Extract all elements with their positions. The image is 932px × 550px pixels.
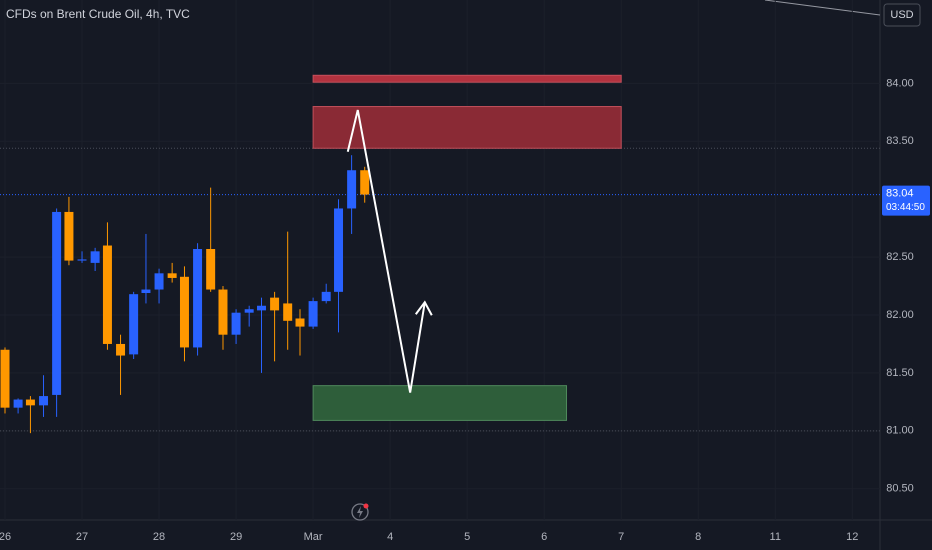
x-tick-label: 12 — [846, 531, 858, 543]
candle-body — [52, 211, 62, 395]
x-tick-label: 26 — [0, 531, 11, 543]
candle-body — [77, 259, 87, 261]
y-tick-label: 80.50 — [886, 483, 914, 495]
x-tick-label: 27 — [76, 531, 88, 543]
candle-body — [283, 303, 293, 321]
candle-body — [193, 248, 203, 348]
y-tick-label: 84.00 — [886, 77, 914, 89]
price-tag — [882, 185, 930, 216]
x-tick-label: 5 — [464, 531, 470, 543]
candle-body — [64, 211, 74, 261]
x-tick-label: 28 — [153, 531, 165, 543]
candle-body — [308, 301, 318, 327]
y-tick-label: 81.50 — [886, 367, 914, 379]
x-tick-label: 4 — [387, 531, 393, 543]
candle-body — [0, 349, 10, 408]
candle-body — [321, 291, 331, 302]
candle-body — [154, 273, 164, 290]
x-tick-label: 6 — [541, 531, 547, 543]
candle-body — [206, 248, 216, 290]
candle-body — [295, 318, 305, 327]
zone — [312, 74, 622, 83]
zone — [312, 106, 622, 149]
zone — [312, 385, 568, 421]
candle-body — [231, 312, 241, 335]
candle-body — [90, 251, 100, 263]
y-tick-label: 82.50 — [886, 251, 914, 263]
candle-body — [347, 170, 357, 209]
candle-body — [167, 273, 177, 278]
candle-body — [257, 305, 266, 311]
currency[interactable]: USD — [890, 9, 913, 21]
y-tick-label: 83.50 — [886, 135, 914, 147]
candle-body — [179, 276, 189, 348]
candle-body — [102, 245, 112, 344]
price-tag-label: 83.04 — [886, 187, 914, 199]
trend-line — [764, 0, 881, 16]
x-tick-label: 29 — [230, 531, 242, 543]
candle-body — [129, 294, 139, 355]
currency-box[interactable] — [883, 3, 921, 27]
candle-body — [141, 289, 151, 294]
candle-body — [116, 343, 126, 356]
x-tick-label: Mar — [304, 531, 323, 543]
arrow — [346, 109, 426, 393]
candle-body — [39, 396, 49, 406]
candle-body — [244, 309, 254, 313]
candle-body — [13, 399, 23, 408]
y-tick-label: 81.00 — [886, 425, 914, 437]
x-tick-label: 8 — [695, 531, 701, 543]
candle-body — [270, 297, 280, 311]
candle-body — [360, 170, 370, 195]
alert-icon[interactable] — [351, 503, 369, 521]
y-tick-label: 82.00 — [886, 309, 914, 321]
x-tick-label: 11 — [770, 531, 781, 543]
arrow-head — [414, 300, 433, 316]
countdown: 03:44:50 — [886, 202, 925, 213]
candle-body — [218, 289, 228, 335]
candle-body — [25, 399, 35, 406]
x-tick-label: 7 — [618, 531, 624, 543]
candle-body — [334, 208, 344, 292]
chart-title: CFDs on Brent Crude Oil, 4h, TVC — [6, 7, 190, 21]
